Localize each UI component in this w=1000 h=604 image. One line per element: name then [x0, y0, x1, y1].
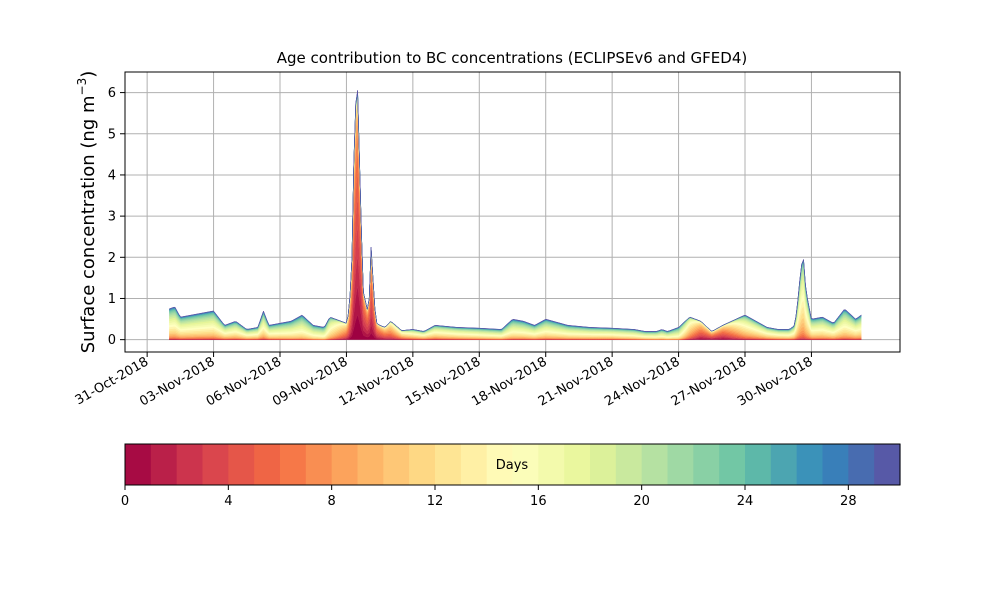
colorbar-tick-label: 8	[328, 494, 336, 509]
colorbar-cell	[590, 444, 617, 485]
age-band-area	[169, 111, 862, 340]
age-band-area	[169, 95, 862, 336]
colorbar-cell	[848, 444, 875, 485]
colorbar-cell	[383, 444, 410, 485]
colorbar-cell	[150, 444, 178, 485]
colorbar-tick-label: 20	[633, 494, 650, 509]
y-tick-label: 3	[108, 210, 116, 225]
colorbar-frame	[124, 443, 901, 486]
stacked-areas	[169, 90, 862, 340]
colorbar-cell	[770, 444, 798, 485]
colorbar-cell	[641, 444, 669, 485]
colorbar-cell	[409, 444, 436, 485]
age-band-area	[169, 96, 862, 337]
age-band-area	[169, 93, 862, 334]
y-tick-label: 5	[108, 127, 116, 142]
colorbar-cell	[667, 444, 694, 485]
colorbar-cell	[745, 444, 772, 485]
colorbar-label: Days	[496, 458, 529, 473]
age-band-area	[169, 170, 862, 340]
colorbar-cell	[538, 444, 565, 485]
colorbar-ticks: 0 4 8 12 16 20 24 28	[121, 485, 857, 509]
colorbar-tick-label: 16	[530, 494, 547, 509]
chart-title: Age contribution to BC concentrations (E…	[277, 49, 748, 67]
age-band-area	[169, 106, 862, 340]
age-band-area	[169, 100, 862, 339]
colorbar-cell	[564, 444, 591, 485]
y-axis: 0 1 2 3 4 5 6	[108, 86, 125, 348]
x-axis: 31-Oct-201803-Nov-201806-Nov-201809-Nov-…	[73, 352, 815, 409]
y-tick-label: 4	[108, 168, 116, 183]
y-axis-label-text: Surface concentration (ng m	[78, 95, 99, 353]
grid-layer	[125, 72, 900, 352]
age-band-area	[169, 97, 862, 338]
colorbar-cell	[486, 444, 514, 485]
colorbar-cells	[125, 444, 901, 485]
age-band-area	[169, 90, 862, 332]
age-band-area	[169, 102, 862, 340]
colorbar-tick-label: 4	[224, 494, 232, 509]
colorbar-cell	[125, 444, 152, 485]
age-band-area	[169, 132, 862, 340]
y-axis-label: Surface concentration (ng m−3)	[75, 71, 99, 354]
colorbar-cell	[874, 444, 901, 485]
y-axis-label-superscript: −3	[75, 78, 89, 96]
age-band-area	[169, 91, 862, 332]
age-band-area	[169, 195, 862, 340]
age-band-area	[169, 92, 862, 333]
age-band-area	[169, 149, 862, 340]
colorbar-cell	[460, 444, 488, 485]
colorbar-tick-label: 28	[840, 494, 857, 509]
colorbar-cell	[305, 444, 333, 485]
age-band-area	[169, 92, 862, 333]
age-band-area	[169, 98, 862, 339]
colorbar-cell	[280, 444, 307, 485]
colorbar-cell	[228, 444, 255, 485]
colorbar-tick-label: 12	[427, 494, 444, 509]
colorbar-cell	[435, 444, 462, 485]
y-tick-label: 6	[108, 86, 116, 101]
colorbar-cell	[512, 444, 539, 485]
colorbar-tick-label: 24	[737, 494, 754, 509]
y-tick-label: 0	[108, 333, 116, 348]
colorbar-cell	[254, 444, 281, 485]
colorbar-cell	[796, 444, 824, 485]
age-band-area	[169, 91, 862, 333]
age-band-area	[169, 90, 862, 332]
colorbar-cell	[357, 444, 384, 485]
axes-frame	[124, 71, 901, 353]
y-tick-label: 2	[108, 251, 116, 266]
colorbar-cell	[615, 444, 643, 485]
age-band-area	[169, 90, 862, 332]
colorbar-cell	[202, 444, 229, 485]
age-band-area	[169, 93, 862, 333]
colorbar-cell	[719, 444, 746, 485]
y-tick-label: 1	[108, 292, 116, 307]
y-axis-label-close: )	[78, 71, 99, 78]
colorbar-cell	[331, 444, 359, 485]
colorbar: 0 4 8 12 16 20 24 28 Days	[121, 443, 901, 509]
age-band-area	[169, 120, 862, 340]
age-band-area	[169, 94, 862, 334]
colorbar-cell	[693, 444, 720, 485]
x-tick-label: 30-Nov-2018	[735, 354, 815, 409]
colorbar-cell	[176, 444, 204, 485]
colorbar-tick-label: 0	[121, 494, 129, 509]
colorbar-cell	[822, 444, 849, 485]
